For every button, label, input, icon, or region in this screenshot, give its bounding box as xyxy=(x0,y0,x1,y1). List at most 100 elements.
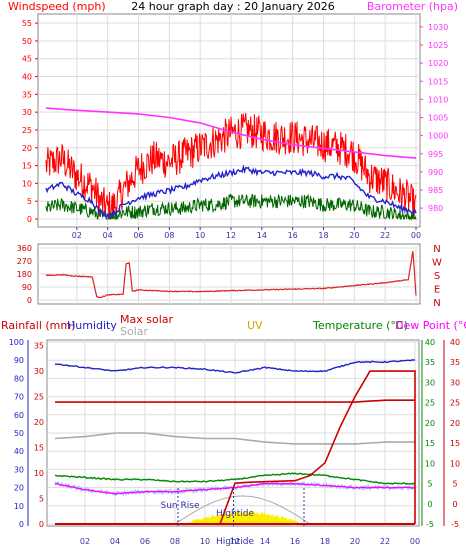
legend-dew-point: Dew Point (°C) xyxy=(395,319,466,332)
weather-x-tick-label: 08 xyxy=(170,537,180,546)
humidity-tick-label: 20 xyxy=(14,484,24,493)
compass-label: S xyxy=(434,271,440,282)
baro-tick-label: 985 xyxy=(428,186,443,195)
wind-tick-label: 15 xyxy=(22,162,32,171)
weather-x-tick-label: 00 xyxy=(410,537,420,546)
humidity-tick-label: 40 xyxy=(14,447,24,456)
wind-tick-label: 25 xyxy=(22,126,32,135)
rain-tick-label: 25 xyxy=(34,393,44,402)
wind-x-tick-label: 08 xyxy=(164,231,174,240)
weather-x-axis: 02 04 06 08 10 12 14 16 18 20 22 00 xyxy=(80,537,420,546)
wind-x-tick-label: 10 xyxy=(195,231,205,240)
solar-area xyxy=(182,510,303,524)
dewpoint-line xyxy=(54,482,416,495)
baro-tick-label: 990 xyxy=(428,168,443,177)
temp-tick-label: 30 xyxy=(425,378,435,387)
compass-label: W xyxy=(432,258,442,269)
temp-tick-label: 20 xyxy=(425,419,435,428)
humidity-tick-label: 100 xyxy=(9,338,24,347)
dew-tick-label: 10 xyxy=(450,459,460,468)
compass-label: N xyxy=(433,244,440,255)
legend-uv: UV xyxy=(247,319,263,332)
dew-tick-label: 35 xyxy=(450,358,460,367)
baro-tick-label: 995 xyxy=(428,150,443,159)
max-solar-curve xyxy=(174,495,311,525)
graph-date-title: 24 hour graph day : 20 January 2026 xyxy=(131,0,335,13)
wind-series xyxy=(45,107,417,221)
wind-x-tick-label: 18 xyxy=(318,231,328,240)
hightide-label: Hightide xyxy=(216,509,254,519)
direction-tick-label: 90 xyxy=(22,283,32,292)
humidity-tick-label: 70 xyxy=(14,393,24,402)
weather-x-tick-label: 18 xyxy=(320,537,330,546)
baro-tick-label: 1015 xyxy=(428,77,448,86)
wind-tick-label: 50 xyxy=(22,37,32,46)
weather-x-tick-label: 20 xyxy=(350,537,360,546)
weather-x-tick-label: 04 xyxy=(110,537,120,546)
wind-x-tick-label: 14 xyxy=(257,231,267,240)
wind-tick-label: 0 xyxy=(27,215,32,224)
compass-label: E xyxy=(434,285,440,296)
temp-tick-label: 5 xyxy=(427,480,432,489)
wind-average-line xyxy=(45,164,417,220)
dew-tick-label: 25 xyxy=(450,399,460,408)
direction-left-axis: 0 90 180 270 360 xyxy=(17,244,32,305)
barometer-title: Barometer (hpa) xyxy=(367,0,458,13)
legend-solar: Solar xyxy=(120,325,149,338)
baro-tick-label: 1005 xyxy=(428,114,448,123)
weather-x-tick-label: 06 xyxy=(140,537,150,546)
weather-x-tick-label: 12 xyxy=(230,537,240,546)
wind-tick-label: 45 xyxy=(22,55,32,64)
temp-tick-label: 40 xyxy=(425,338,435,347)
legend-max-solar: Max solar xyxy=(120,313,173,326)
humidity-tick-label: 0 xyxy=(19,520,24,529)
max-solar-line xyxy=(55,399,415,403)
humidity-tick-label: 50 xyxy=(14,429,24,438)
dew-tick-label: 40 xyxy=(450,338,460,347)
direction-tick-label: 270 xyxy=(17,257,32,266)
baro-tick-label: 1020 xyxy=(428,59,448,68)
temp-tick-label: 10 xyxy=(425,459,435,468)
weather-x-tick-label: 16 xyxy=(290,537,300,546)
humidity-tick-label: 90 xyxy=(14,356,24,365)
hightide-time-label: Hightide xyxy=(216,537,254,547)
barometer-line xyxy=(45,107,417,159)
solar-line xyxy=(54,432,415,445)
weather-x-tick-label: 10 xyxy=(200,537,210,546)
wind-tick-label: 10 xyxy=(22,179,32,188)
wind-direction-line xyxy=(45,250,417,299)
wind-x-tick-label: 12 xyxy=(226,231,236,240)
wind-x-tick-label: 06 xyxy=(133,231,143,240)
legend-rainfall: Rainfall (mm) xyxy=(1,319,75,332)
wind-tick-label: 35 xyxy=(22,90,32,99)
wind-tick-label: 55 xyxy=(22,19,32,28)
baro-right-axis: 980 985 990 995 1000 1005 1010 1015 1020 1025 1030 xyxy=(420,23,448,213)
dew-tick-label: 0 xyxy=(452,500,457,509)
baro-tick-label: 980 xyxy=(428,204,443,213)
weather-x-tick-label: 14 xyxy=(260,537,270,546)
wind-tick-label: 40 xyxy=(22,73,32,82)
baro-tick-label: 1000 xyxy=(428,132,448,141)
wind-x-tick-label: 20 xyxy=(349,231,359,240)
wind-x-tick-label: 04 xyxy=(103,231,113,240)
wind-x-tick-label: 00 xyxy=(411,231,421,240)
humidity-tick-label: 60 xyxy=(14,411,24,420)
dew-tick-label: 15 xyxy=(450,439,460,448)
compass-label: N xyxy=(433,298,440,309)
humidity-line xyxy=(54,359,416,374)
weather-annotations: Sun Rise Hightide Hightide xyxy=(161,501,255,547)
weather-x-tick-label: 02 xyxy=(80,537,90,546)
rain-tick-label: 35 xyxy=(34,342,44,351)
wind-tick-label: 30 xyxy=(22,108,32,117)
dew-tick-label: -5 xyxy=(451,520,459,529)
baro-tick-label: 1030 xyxy=(428,23,448,32)
direction-tick-label: 0 xyxy=(27,296,32,305)
temp-tick-label: 0 xyxy=(427,500,432,509)
baro-tick-label: 1010 xyxy=(428,95,448,104)
wind-left-axis: 0 5 10 15 20 25 30 35 40 45 50 55 xyxy=(22,19,38,224)
wind-low-line xyxy=(45,193,417,221)
direction-tick-label: 180 xyxy=(17,270,32,279)
wind-panel-frame xyxy=(37,13,421,228)
